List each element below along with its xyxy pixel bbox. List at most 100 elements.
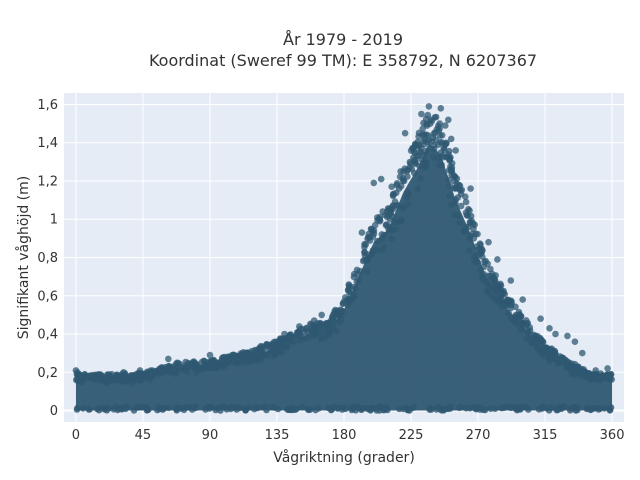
scatter-point <box>350 291 358 299</box>
scatter-point <box>186 404 193 411</box>
scatter-point <box>152 370 159 377</box>
scatter-outlier-point <box>214 359 221 367</box>
scatter-outlier-point <box>401 129 409 137</box>
scatter-outlier-point <box>409 145 416 152</box>
scatter-point <box>481 258 488 266</box>
scatter-point <box>428 117 436 125</box>
y-tick-labels: 0 0,2 0,4 0,6 0,8 1 1,2 1,4 1,6 <box>37 98 58 419</box>
scatter-point <box>399 405 407 413</box>
scatter-point <box>448 160 456 167</box>
scatter-point <box>452 199 459 207</box>
scatter-point <box>432 113 440 121</box>
scatter-point <box>380 244 388 251</box>
scatter-point <box>507 404 515 412</box>
scatter-point <box>480 406 487 414</box>
scatter-point <box>95 374 103 382</box>
scatter-point <box>272 345 280 353</box>
scatter-point <box>142 403 149 411</box>
scatter-point <box>446 147 453 155</box>
scatter-point <box>466 207 473 214</box>
scatter-point <box>361 240 368 248</box>
scatter-outlier-point <box>579 349 586 357</box>
scatter-point <box>93 405 101 413</box>
scatter-outlier-point <box>412 160 419 168</box>
y-tick-label: 1 <box>50 213 58 228</box>
x-tick-label: 360 <box>600 428 625 443</box>
scatter-outlier-point <box>184 369 191 376</box>
scatter-outlier-point <box>436 162 443 169</box>
scatter-point <box>327 322 334 330</box>
scatter-point <box>155 403 162 411</box>
scatter-point <box>595 406 602 413</box>
scatter-point <box>572 407 579 414</box>
scatter-outlier-point <box>415 152 422 160</box>
scatter-point <box>415 129 423 137</box>
scatter-point <box>182 358 189 366</box>
x-tick-label: 225 <box>399 428 424 443</box>
scatter-point <box>535 406 543 413</box>
scatter-point <box>447 405 454 412</box>
scatter-point <box>396 173 404 181</box>
scatter-point <box>367 225 375 233</box>
scatter-point <box>384 208 391 215</box>
scatter-point <box>558 404 565 411</box>
scatter-outlier-point <box>370 179 378 187</box>
scatter-point <box>336 319 344 327</box>
scatter-point <box>391 218 398 226</box>
scatter-point <box>407 160 414 167</box>
scatter-point <box>206 364 213 372</box>
scatter-point <box>436 132 444 139</box>
scatter-point <box>464 212 472 219</box>
scatter-point <box>73 406 81 413</box>
scatter-outlier-point <box>296 323 303 330</box>
scatter-point <box>522 403 530 411</box>
scatter-point <box>192 404 199 412</box>
scatter-point <box>495 284 502 292</box>
scatter-point <box>312 406 319 414</box>
scatter-point <box>465 223 472 231</box>
scatter-point <box>371 221 379 229</box>
scatter-point <box>288 406 296 414</box>
scatter-point <box>606 374 614 381</box>
scatter-point <box>86 406 93 413</box>
scatter-point <box>264 352 272 359</box>
scatter-point <box>329 316 337 324</box>
scatter-point <box>462 193 469 200</box>
scatter-point <box>536 348 544 356</box>
scatter-point <box>417 175 425 182</box>
scatter-outlier-point <box>278 336 285 344</box>
scatter-outlier-point <box>377 175 385 183</box>
scatter-point <box>102 377 109 384</box>
scatter-outlier-point <box>318 311 326 319</box>
y-tick-label: 1,4 <box>37 136 58 151</box>
x-tick-label: 180 <box>332 428 357 443</box>
scatter-point <box>338 310 345 318</box>
scatter-point <box>133 404 140 411</box>
scatter-point <box>566 363 574 370</box>
scatter-outlier-point <box>281 330 288 338</box>
scatter-point <box>510 317 518 325</box>
scatter-point <box>439 154 447 161</box>
y-tick-label: 0,4 <box>37 328 58 343</box>
scatter-outlier-point <box>604 365 611 372</box>
scatter-point <box>451 173 459 180</box>
scatter-point <box>88 374 95 381</box>
y-axis-title: Signifikant våghöjd (m) <box>15 176 32 339</box>
scatter-point <box>206 405 213 412</box>
scatter-point <box>566 407 574 414</box>
scatter-point <box>81 371 89 378</box>
scatter-point <box>512 405 520 413</box>
scatter-point <box>333 311 340 318</box>
scatter-outlier-point <box>467 185 474 192</box>
scatter-outlier-point <box>358 229 366 236</box>
scatter-outlier-point <box>136 367 144 374</box>
scatter-point <box>246 404 253 411</box>
scatter-point <box>364 268 371 275</box>
scatter-point <box>594 374 602 381</box>
scatter-outlier-point <box>519 296 526 303</box>
scatter-outlier-point <box>485 238 492 246</box>
scatter-outlier-point <box>108 370 115 378</box>
x-tick-labels: 0 45 90 135 180 225 270 315 360 <box>72 428 625 443</box>
scatter-point <box>474 258 481 266</box>
scatter-point <box>495 296 503 303</box>
